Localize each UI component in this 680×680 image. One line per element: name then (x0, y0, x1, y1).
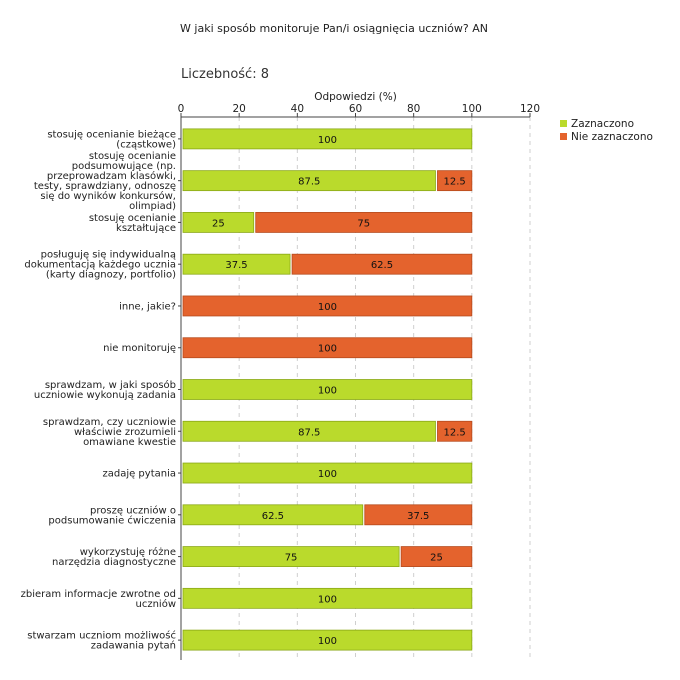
bar-value-label: 37.5 (407, 511, 429, 522)
legend: Zaznaczono Nie zaznaczono (560, 117, 653, 143)
category-label-line: posługuję się indywidualną (41, 250, 176, 261)
category-label-line: zadaję pytania (102, 469, 176, 480)
bar-not-selected (400, 546, 473, 567)
category-label-line: zadawania pytań (91, 640, 176, 652)
bar-selected (182, 379, 473, 400)
category-label-line: nie monitoruję (103, 343, 176, 354)
x-tick-label: 80 (407, 103, 420, 115)
legend-label-not-selected: Nie zaznaczono (571, 130, 653, 143)
category-label: stosuję ocenianie bieżące (cząstkowe) (47, 129, 176, 150)
bar-selected (182, 629, 473, 651)
x-tick-label: 40 (291, 103, 304, 115)
bar-not-selected (255, 212, 473, 233)
category-label-line: testy, sprawdziany, odnoszę (34, 181, 176, 192)
category-label-line: narzędzia diagnostyczne (52, 557, 176, 568)
bar-selected (182, 212, 255, 233)
bar-not-selected (437, 420, 473, 442)
category-label-line: inne, jakie? (119, 301, 176, 312)
category-label: proszę uczniów o podsumowanie ćwiczenia (48, 504, 176, 526)
x-tick-label: 60 (349, 103, 362, 115)
category-label: wykorzystuję różne narzędzia diagnostyczn… (52, 546, 176, 568)
category-label-line: zbieram informacje zwrotne od (21, 589, 176, 600)
category-label: stosuję ocenianie podsumowujące (np. przep… (34, 151, 176, 212)
bar-selected (182, 253, 291, 275)
bar-value-label: 25 (430, 553, 443, 564)
bar-value-label: 100 (318, 636, 337, 647)
bar-not-selected (364, 504, 473, 526)
category-label-line: stosuję ocenianie (89, 151, 176, 162)
category-label-line: proszę uczniów o (90, 504, 176, 516)
bar-value-label: 100 (318, 344, 337, 355)
bar-value-label: 37.5 (225, 260, 247, 271)
category-label-line: właściwie zrozumieli (74, 426, 176, 438)
bar-value-label: 25 (212, 218, 225, 229)
category-label-line: sprawdzam, czy uczniowie (43, 417, 176, 428)
category-label-line: (cząstkowe) (116, 139, 176, 150)
category-label-line: się do wyników konkursów, (40, 190, 176, 202)
x-tick-label: 120 (520, 103, 540, 115)
bar-not-selected (182, 295, 473, 317)
category-label: sprawdzam, w jaki sposób uczniowie wykonu… (34, 379, 176, 401)
bar-not-selected (182, 337, 473, 359)
category-label-line: uczniowie wykonują zadania (34, 390, 176, 401)
category-label-line: kształtujące (116, 223, 176, 234)
category-label-line: stosuję ocenianie (89, 213, 176, 224)
bar-value-label: 12.5 (444, 427, 466, 438)
category-label: zadaję pytania (102, 469, 176, 480)
category-label: posługuję się indywidualną dokumentacją k… (24, 250, 176, 281)
legend-label-selected: Zaznaczono (571, 117, 635, 130)
category-label: sprawdzam, czy uczniowie właściwie zrozum… (43, 417, 176, 448)
bar-value-label: 100 (318, 135, 337, 146)
category-label-line: wykorzystuję różne (80, 546, 176, 558)
category-label-line: podsumowujące (np. (72, 161, 176, 172)
bar-value-label: 100 (318, 469, 337, 480)
category-label: stwarzam uczniom możliwość zadawania pyta… (27, 630, 176, 652)
legend-item-selected: Zaznaczono (560, 117, 653, 130)
category-label-line: sprawdzam, w jaki sposób (45, 379, 176, 391)
bar-value-label: 100 (318, 386, 337, 397)
bar-selected (182, 504, 364, 526)
count-label: Liczebność: 8 (181, 67, 269, 82)
bar-selected (182, 420, 436, 442)
category-label-line: omawiane kwestie (83, 437, 176, 448)
category-label-line: (karty diagnozy, portfolio) (46, 270, 176, 281)
category-label: stosuję ocenianie kształtujące (89, 213, 176, 234)
category-label-line: olimpiad) (129, 201, 176, 212)
category-label-line: dokumentacją każdego ucznia (24, 260, 176, 271)
bar-value-label: 87.5 (298, 427, 320, 438)
bar-value-label: 62.5 (262, 511, 284, 522)
category-label-line: przeprowadzam klasówki, (47, 170, 176, 182)
bar-value-label: 75 (357, 218, 370, 229)
bar-selected (182, 128, 473, 150)
x-tick-label: 100 (462, 103, 482, 115)
bar-value-label: 75 (285, 553, 298, 564)
x-tick-label: 0 (178, 103, 185, 115)
x-axis-title: Odpowiedzi (%) (314, 91, 397, 103)
chart-title: W jaki sposób monitoruje Pan/i osiągnięc… (180, 22, 488, 35)
category-label-line: stosuję ocenianie bieżące (47, 129, 176, 140)
bar-not-selected (291, 253, 473, 275)
category-label-line: uczniów (136, 598, 177, 610)
bar-value-label: 62.5 (371, 260, 393, 271)
bar-value-label: 100 (318, 594, 337, 605)
category-label-line: podsumowanie ćwiczenia (48, 514, 176, 526)
bar-not-selected (437, 170, 473, 192)
bar-selected (182, 462, 473, 484)
legend-item-not-selected: Nie zaznaczono (560, 130, 653, 143)
legend-swatch-not-selected (560, 133, 567, 140)
bar-value-label: 100 (318, 302, 337, 313)
category-label: nie monitoruję (103, 343, 176, 354)
x-tick-label: 20 (232, 103, 245, 115)
bar-value-label: 12.5 (444, 177, 466, 188)
category-label: zbieram informacje zwrotne od uczniów (21, 589, 176, 610)
legend-swatch-selected (560, 120, 567, 127)
category-label: inne, jakie? (119, 301, 176, 312)
bar-value-label: 87.5 (298, 177, 320, 188)
category-label-line: stwarzam uczniom możliwość (27, 630, 176, 642)
bar-selected (182, 587, 473, 609)
bar-selected (182, 170, 436, 192)
bar-selected (182, 546, 400, 567)
